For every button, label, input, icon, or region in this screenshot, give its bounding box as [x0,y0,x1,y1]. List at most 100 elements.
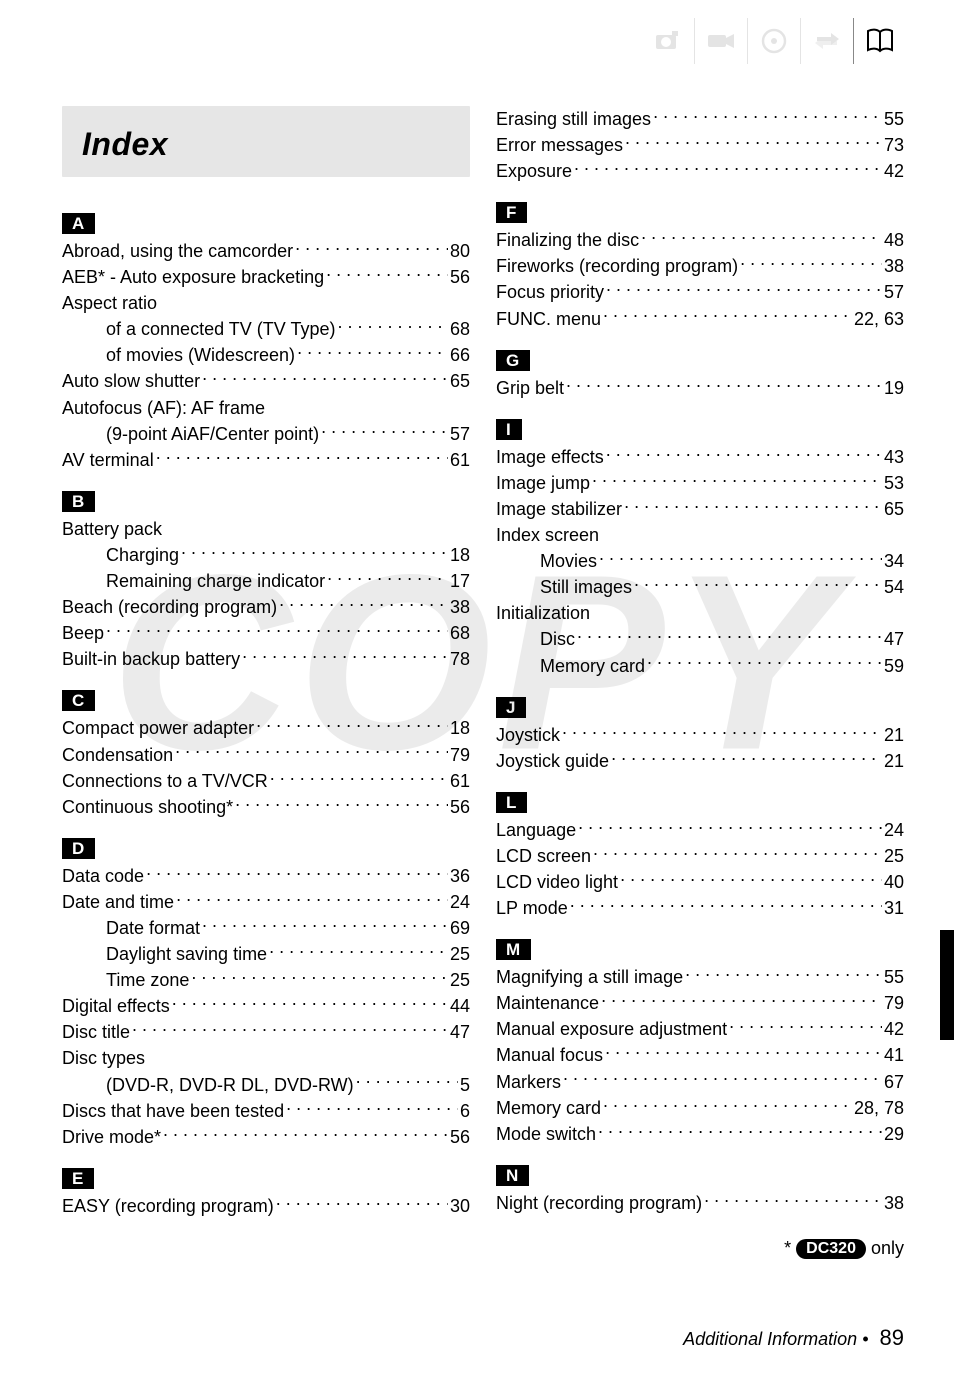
entry-label: Exposure [496,158,572,184]
leader-dots [176,890,448,908]
index-entry: Index screen [496,522,904,548]
entry-page: 21 [884,722,904,748]
entry-label: Language [496,817,576,843]
section-A: AAbroad, using the camcorder80AEB* - Aut… [62,195,470,473]
footer-page: 89 [880,1325,904,1350]
entry-label: Focus priority [496,279,604,305]
index-entry: Finalizing the disc48 [496,227,904,253]
index-entry: Initialization [496,600,904,626]
index-entry: LP mode31 [496,895,904,921]
leader-dots [356,1073,458,1091]
index-entry: Beep68 [62,620,470,646]
index-entry: Magnifying a still image55 [496,964,904,990]
letter-head-C: C [62,690,95,711]
entry-page: 25 [450,967,470,993]
entry-label: Abroad, using the camcorder [62,238,293,264]
entry-label: Aspect ratio [62,290,157,316]
section-E-continued: Erasing still images55Error messages73Ex… [496,106,904,184]
entry-page: 25 [884,843,904,869]
footnote-pill: DC320 [796,1239,866,1259]
entry-page: 56 [450,1124,470,1150]
entry-label: Drive mode* [62,1124,161,1150]
letter-head-G: G [496,350,530,371]
index-entry: Mode switch29 [496,1121,904,1147]
letter-head-N: N [496,1165,529,1186]
entry-page: 56 [450,264,470,290]
index-entry: Auto slow shutter65 [62,368,470,394]
leader-dots [242,647,448,665]
index-entry: Language 24 [496,817,904,843]
entry-label: Image stabilizer [496,496,622,522]
entry-page: 53 [884,470,904,496]
footer-text: Additional Information [683,1329,857,1349]
section-B: BBattery packCharging18Remaining charge … [62,473,470,673]
entry-label: Still images [540,574,632,600]
entry-label: Beach (recording program) [62,594,277,620]
entry-label: Daylight saving time [106,941,267,967]
entry-page: 43 [884,444,904,470]
entry-label: Error messages [496,132,623,158]
entry-label: Joystick guide [496,748,609,774]
entry-page: 61 [450,768,470,794]
leader-dots [132,1020,448,1038]
index-entry: Built-in backup battery78 [62,646,470,672]
entry-page: 18 [450,715,470,741]
entry-page: 42 [884,158,904,184]
entry-page: 24 [884,817,904,843]
entry-page: 38 [450,594,470,620]
leader-dots [297,343,448,361]
entry-page: 22, 63 [854,306,904,332]
right-column: Erasing still images55Error messages73Ex… [496,66,904,1259]
section-N: NNight (recording program)38 [496,1147,904,1216]
index-entry: Manual exposure adjustment42 [496,1016,904,1042]
entry-label: Initialization [496,600,590,626]
index-entry: Abroad, using the camcorder80 [62,238,470,264]
entry-label: AEB* - Auto exposure bracketing [62,264,324,290]
entry-page: 40 [884,869,904,895]
entry-label: Beep [62,620,104,646]
leader-dots [593,844,882,862]
section-J: JJoystick21Joystick guide21 [496,679,904,774]
leader-dots [337,317,448,335]
index-entry: Beach (recording program) 38 [62,594,470,620]
leader-dots [611,749,882,767]
index-entry: Joystick guide21 [496,748,904,774]
leader-dots [740,254,882,272]
letter-head-F: F [496,202,527,223]
leader-dots [605,1043,882,1061]
entry-label: Date and time [62,889,174,915]
leader-dots [175,743,448,761]
index-entry: Still images54 [496,574,904,600]
index-entry: FUNC. menu22, 63 [496,306,904,332]
entry-label: Compact power adapter [62,715,254,741]
index-entry: Drive mode* 56 [62,1124,470,1150]
entry-label: Image jump [496,470,590,496]
leader-dots [606,445,882,463]
index-entry: Image jump 53 [496,470,904,496]
footer-bullet: • [857,1329,873,1349]
entry-label: Remaining charge indicator [106,568,325,594]
entry-label: Manual focus [496,1042,603,1068]
entry-label: (9-point AiAF/Center point) [106,421,319,447]
entry-page: 68 [450,316,470,342]
entry-page: 18 [450,542,470,568]
index-entry: AV terminal61 [62,447,470,473]
letter-head-L: L [496,792,527,813]
section-E: EEASY (recording program)30 [62,1150,470,1219]
index-entry: Memory card28, 78 [496,1095,904,1121]
entry-label: LCD video light [496,869,618,895]
entry-label: Index screen [496,522,599,548]
leader-dots [625,133,882,151]
leader-dots [202,369,448,387]
leader-dots [146,864,448,882]
leader-dots [106,621,448,639]
disc-icon [747,18,800,64]
letter-head-B: B [62,491,95,512]
leader-dots [156,448,448,466]
section-F: FFinalizing the disc48Fireworks (recordi… [496,184,904,331]
entry-label: Finalizing the disc [496,227,639,253]
leader-dots [163,1125,448,1143]
entry-label: Date format [106,915,200,941]
entry-page: 19 [884,375,904,401]
leader-dots [603,1096,852,1114]
